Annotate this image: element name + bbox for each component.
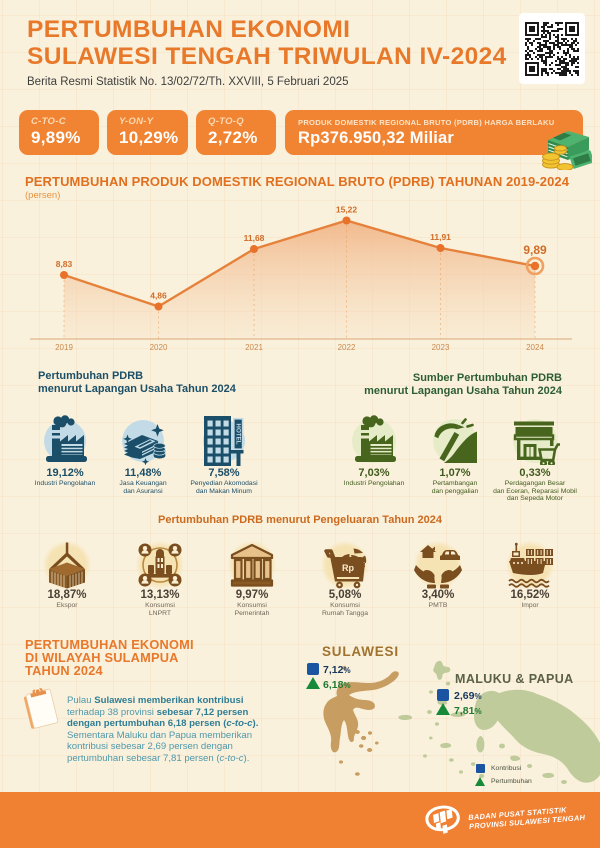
svg-text:2022: 2022 <box>338 343 356 352</box>
svg-text:11,68: 11,68 <box>244 233 265 243</box>
svg-text:4,86: 4,86 <box>150 291 167 301</box>
svg-text:2023: 2023 <box>432 343 450 352</box>
svg-text:15,22: 15,22 <box>336 205 358 215</box>
svg-text:2020: 2020 <box>150 343 168 352</box>
svg-text:HOTEL: HOTEL <box>234 424 241 445</box>
svg-text:11,91: 11,91 <box>430 232 451 242</box>
svg-text:2024: 2024 <box>526 343 544 352</box>
svg-text:2019: 2019 <box>55 343 73 352</box>
svg-text:Rp: Rp <box>342 563 354 573</box>
svg-text:8,83: 8,83 <box>56 259 73 269</box>
svg-text:9,89: 9,89 <box>523 243 547 257</box>
svg-text:2021: 2021 <box>245 343 263 352</box>
